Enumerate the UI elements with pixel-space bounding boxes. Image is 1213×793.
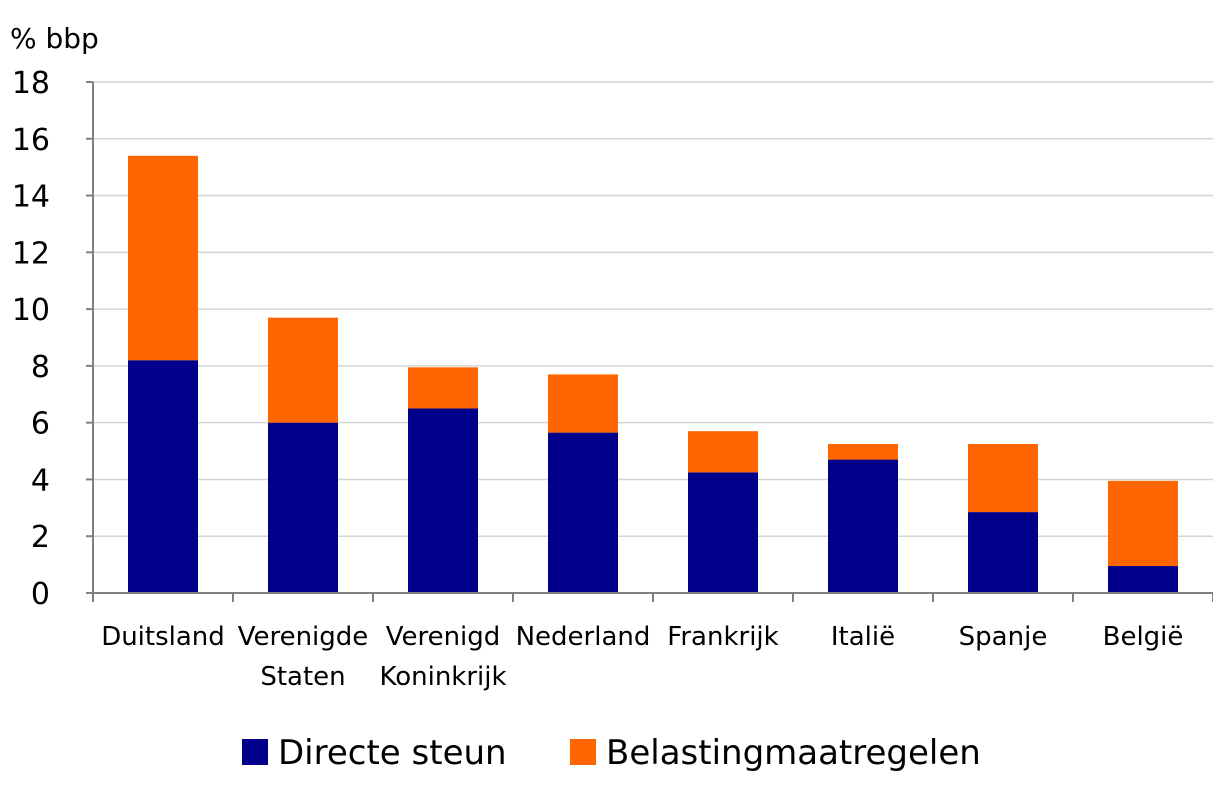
bar-segment-directe-steun: [968, 512, 1038, 593]
bar-segment-directe-steun: [408, 408, 478, 593]
y-tick-label: 8: [31, 350, 50, 385]
x-category-label: Duitsland: [101, 622, 225, 652]
bar-segment-belastingmaatregelen: [1108, 480, 1178, 567]
x-category-label: Verenigde Staten: [238, 622, 369, 692]
bar-segment-belastingmaatregelen: [968, 443, 1038, 513]
y-tick-label: 6: [31, 407, 50, 442]
x-category-label: Verenigd Koninkrijk: [379, 622, 506, 692]
y-tick-label: 14: [12, 180, 50, 215]
legend-label: Directe steun: [278, 733, 507, 773]
y-tick-label: 12: [12, 236, 50, 271]
legend: Directe steun Belastingmaatregelen: [242, 733, 981, 773]
gridlines: [93, 81, 1213, 537]
legend-label: Belastingmaatregelen: [606, 733, 981, 773]
y-tick-label: 16: [12, 123, 50, 158]
x-category-label: Spanje: [959, 622, 1048, 652]
y-tick-label: 18: [12, 66, 50, 101]
bars: [128, 155, 1178, 593]
y-tick-labels: 0 2 4 6 8 10 12 14 16 18: [12, 66, 50, 612]
y-tick-label: 2: [31, 520, 50, 555]
bar-segment-belastingmaatregelen: [268, 317, 338, 423]
bar-segment-directe-steun: [1108, 566, 1178, 593]
legend-swatch: [570, 739, 596, 765]
bar-segment-directe-steun: [828, 459, 898, 593]
bar-segment-belastingmaatregelen: [828, 443, 898, 460]
bar-segment-belastingmaatregelen: [408, 367, 478, 409]
bar-segment-directe-steun: [548, 432, 618, 593]
bar-segment-directe-steun: [268, 422, 338, 593]
x-category-label: België: [1103, 622, 1184, 652]
y-tick-label: 10: [12, 293, 50, 328]
legend-swatch: [242, 739, 268, 765]
bar-segment-directe-steun: [688, 472, 758, 593]
bar-segment-directe-steun: [128, 360, 198, 593]
bar-segment-belastingmaatregelen: [548, 374, 618, 433]
y-axis-label: % bbp: [10, 22, 99, 55]
bar-segment-belastingmaatregelen: [688, 431, 758, 473]
y-tick-label: 4: [31, 463, 50, 498]
y-tick-label: 0: [31, 577, 50, 612]
x-category-label: Frankrijk: [667, 622, 778, 652]
axes: [86, 81, 1213, 602]
x-category-label: Italië: [831, 622, 895, 652]
bar-segment-belastingmaatregelen: [128, 155, 198, 361]
x-category-label: Nederland: [516, 622, 651, 652]
